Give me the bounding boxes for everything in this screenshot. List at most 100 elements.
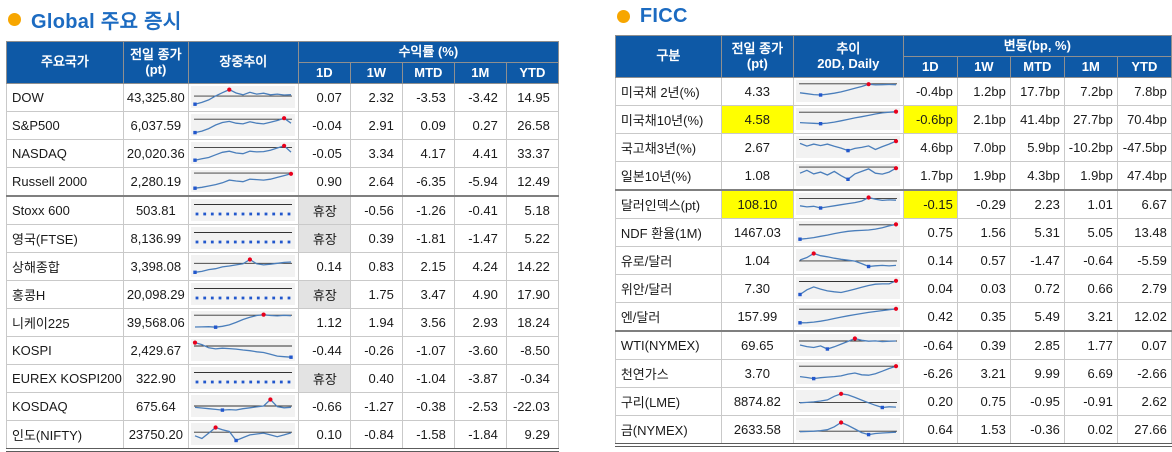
change-value: 5.31 bbox=[1009, 217, 1065, 247]
sparkline-chart bbox=[796, 305, 901, 328]
sparkline-cell bbox=[792, 386, 904, 416]
market-closed-badge: 휴장 bbox=[297, 363, 351, 393]
market-closed-badge: 휴장 bbox=[297, 194, 351, 225]
sparkline-cell bbox=[187, 82, 299, 112]
close-value: 1.08 bbox=[720, 160, 794, 191]
row-label: 구리(LME) bbox=[614, 386, 722, 416]
close-value: 23750.20 bbox=[122, 419, 189, 451]
row-label: 일본10년(%) bbox=[614, 160, 722, 191]
change-value: 3.47 bbox=[401, 279, 455, 309]
change-value: 1.12 bbox=[297, 307, 351, 337]
change-value: 2.15 bbox=[401, 251, 455, 281]
table-row: KOSDAQ 675.64 -0.66 -1.27 -0.38 -2.53 -22.03 bbox=[6, 391, 559, 421]
col-header-close: 전일 종가 (pt) bbox=[720, 35, 794, 78]
change-value: -3.60 bbox=[453, 335, 507, 365]
sparkline-chart bbox=[191, 395, 296, 418]
change-value: -0.34 bbox=[505, 363, 559, 393]
change-value: -0.05 bbox=[297, 138, 351, 168]
table-row: 금(NYMEX) 2633.58 0.64 1.53 -0.36 0.02 27.66 bbox=[614, 414, 1172, 446]
row-label: KOSPI bbox=[6, 335, 124, 365]
table-row: 일본10년(%) 1.08 1.7bp 1.9bp 4.3bp 1.9bp 47.4bp bbox=[614, 160, 1172, 191]
change-value: 4.24 bbox=[453, 251, 507, 281]
close-value: 675.64 bbox=[122, 391, 189, 421]
change-value: 1.7bp bbox=[902, 160, 958, 191]
table-row: 구리(LME) 8874.82 0.20 0.75 -0.95 -0.91 2.62 bbox=[614, 386, 1172, 416]
sparkline-cell bbox=[187, 194, 299, 225]
change-value: -8.50 bbox=[505, 335, 559, 365]
sparkline-cell bbox=[187, 391, 299, 421]
change-value: 0.03 bbox=[956, 273, 1011, 303]
change-value: -0.26 bbox=[349, 335, 403, 365]
sparkline-chart bbox=[191, 367, 296, 390]
change-value: -5.59 bbox=[1116, 245, 1172, 275]
close-value: 2,429.67 bbox=[122, 335, 189, 365]
close-value: 7.30 bbox=[720, 273, 794, 303]
sparkline-cell bbox=[792, 217, 904, 247]
table-row: 엔/달러 157.99 0.42 0.35 5.49 3.21 12.02 bbox=[614, 301, 1172, 332]
change-value: 27.7bp bbox=[1063, 104, 1118, 134]
sparkline-chart bbox=[191, 255, 296, 278]
ficc-table-body: 미국채 2년(%) 4.33 -0.4bp 1.2bp 17.7bp 7.2bp 7.8bp… bbox=[614, 76, 1172, 446]
change-value: -0.38 bbox=[401, 391, 455, 421]
row-label: 홍콩H bbox=[6, 279, 124, 309]
change-value: 0.04 bbox=[902, 273, 958, 303]
table-row: 유로/달러 1.04 0.14 0.57 -1.47 -0.64 -5.59 bbox=[614, 245, 1172, 275]
col-header-mtd: MTD bbox=[401, 61, 455, 84]
sparkline-cell bbox=[187, 335, 299, 365]
change-value: 0.83 bbox=[349, 251, 403, 281]
sparkline-cell bbox=[792, 301, 904, 332]
change-value: 1.77 bbox=[1063, 329, 1118, 360]
table-row: S&P500 6,037.59 -0.04 2.91 0.09 0.27 26.58 bbox=[6, 110, 559, 140]
row-label: 니케이225 bbox=[6, 307, 124, 337]
change-value: 2.91 bbox=[349, 110, 403, 140]
sparkline-cell bbox=[187, 223, 299, 253]
change-value: 3.21 bbox=[956, 358, 1011, 388]
change-value: 17.90 bbox=[505, 279, 559, 309]
table-row: Stoxx 600 503.81 휴장 -0.56 -1.26 -0.41 5.18 bbox=[6, 194, 559, 225]
change-value: -3.53 bbox=[401, 82, 455, 112]
row-label: 금(NYMEX) bbox=[614, 414, 722, 446]
change-value: 5.49 bbox=[1009, 301, 1065, 332]
change-value: 0.39 bbox=[349, 223, 403, 253]
row-label: 인도(NIFTY) bbox=[6, 419, 124, 451]
col-header-1m: 1M bbox=[1063, 55, 1118, 78]
global-markets-section: Global 주요 증시 주요국가 전일 종가 (pt) 장중추이 수익률 (%)… bbox=[6, 3, 559, 452]
close-value: 6,037.59 bbox=[122, 110, 189, 140]
close-value: 1.04 bbox=[720, 245, 794, 275]
change-value: 0.09 bbox=[401, 110, 455, 140]
change-value: 7.0bp bbox=[956, 132, 1011, 162]
row-label: 엔/달러 bbox=[614, 301, 722, 332]
table-row: 천연가스 3.70 -6.26 3.21 9.99 6.69 -2.66 bbox=[614, 358, 1172, 388]
table-row: 영국(FTSE) 8,136.99 휴장 0.39 -1.81 -1.47 5.22 bbox=[6, 223, 559, 253]
sparkline-chart bbox=[796, 362, 901, 385]
market-closed-badge: 휴장 bbox=[297, 223, 351, 253]
sparkline-chart bbox=[796, 136, 901, 159]
sparkline-chart bbox=[191, 339, 296, 362]
sparkline-chart bbox=[191, 283, 296, 306]
change-value: -47.5bp bbox=[1116, 132, 1172, 162]
col-header-change-group: 변동(bp, %) bbox=[902, 35, 1172, 57]
sparkline-chart bbox=[796, 193, 901, 216]
change-value: 2.1bp bbox=[956, 104, 1011, 134]
change-value: 2.93 bbox=[453, 307, 507, 337]
change-value: 0.64 bbox=[902, 414, 958, 446]
sparkline-cell bbox=[792, 76, 904, 106]
section-title-global: Global 주요 증시 bbox=[8, 5, 559, 34]
change-value: -0.91 bbox=[1063, 386, 1118, 416]
sparkline-cell bbox=[187, 279, 299, 309]
change-value: 17.7bp bbox=[1009, 76, 1065, 106]
sparkline-cell bbox=[792, 188, 904, 219]
table-row: 미국채10년(%) 4.58 -0.6bp 2.1bp 41.4bp 27.7bp 70.4… bbox=[614, 104, 1172, 134]
sparkline-chart bbox=[191, 142, 296, 165]
close-value: 69.65 bbox=[720, 329, 794, 360]
change-value: 18.24 bbox=[505, 307, 559, 337]
sparkline-cell bbox=[187, 166, 299, 197]
change-value: -0.4bp bbox=[902, 76, 958, 106]
table-row: 니케이225 39,568.06 1.12 1.94 3.56 2.93 18.24 bbox=[6, 307, 559, 337]
row-label: WTI(NYMEX) bbox=[614, 329, 722, 360]
table-row: 국고채3년(%) 2.67 4.6bp 7.0bp 5.9bp -10.2bp -47.5b… bbox=[614, 132, 1172, 162]
close-value: 3,398.08 bbox=[122, 251, 189, 281]
change-value: 4.41 bbox=[453, 138, 507, 168]
change-value: -0.44 bbox=[297, 335, 351, 365]
change-value: -3.42 bbox=[453, 82, 507, 112]
